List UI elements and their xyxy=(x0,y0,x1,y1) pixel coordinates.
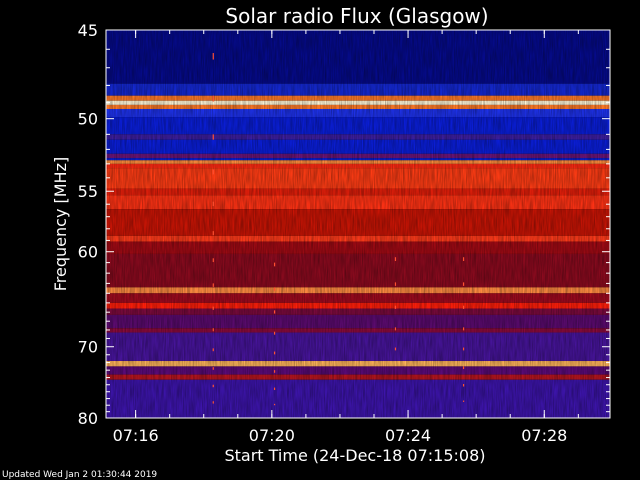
y-tick-label: 55 xyxy=(78,182,98,201)
x-tick-label: 07:20 xyxy=(249,426,295,445)
x-tick-label: 07:28 xyxy=(521,426,567,445)
y-tick-label: 60 xyxy=(78,243,98,262)
plot-area xyxy=(106,30,610,418)
y-tick-label: 70 xyxy=(78,338,98,357)
x-tick-label: 07:24 xyxy=(385,426,431,445)
plot-frame xyxy=(105,29,611,419)
y-axis-label: Frequency [MHz] xyxy=(51,157,70,291)
y-tick-label: 45 xyxy=(78,21,98,40)
chart-title: Solar radio Flux (Glasgow) xyxy=(225,4,488,28)
x-axis-label: Start Time (24-Dec-18 07:15:08) xyxy=(224,446,485,465)
y-tick-label: 80 xyxy=(78,409,98,428)
axes: 45 50 55 60 70 80 07:16 07:20 07:24 07:28 xyxy=(78,21,611,445)
noise-texture xyxy=(106,30,610,418)
y-tick-label: 50 xyxy=(78,110,98,129)
x-tick-label: 07:16 xyxy=(113,426,159,445)
updated-timestamp: Updated Wed Jan 2 01:30:44 2019 xyxy=(2,470,158,480)
